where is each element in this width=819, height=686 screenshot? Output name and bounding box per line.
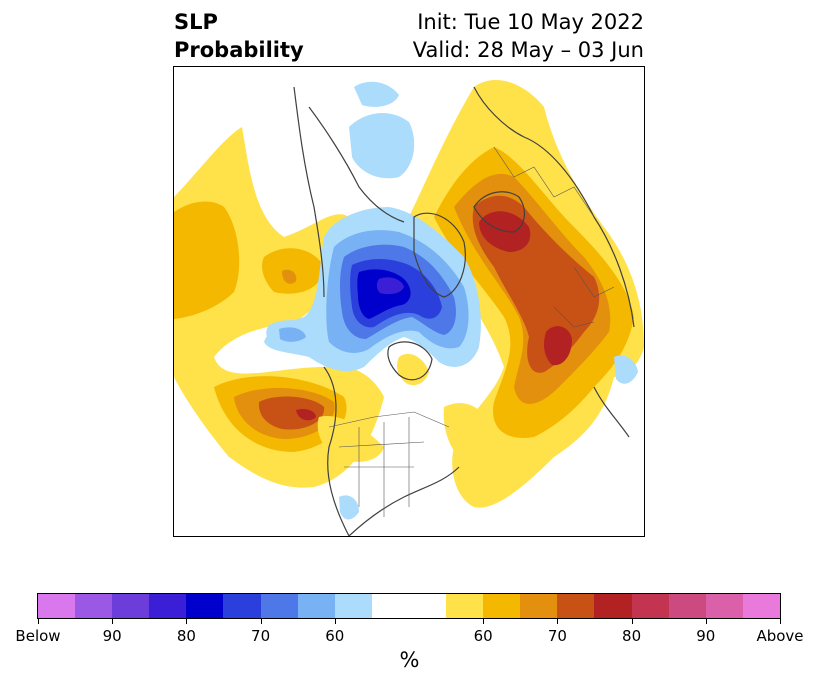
colorbar-tick: [112, 619, 114, 624]
above-65-pacific: [174, 201, 240, 319]
map-canvas: [174, 79, 644, 536]
colorbar-segment: [446, 594, 484, 618]
colorbar-unit: %: [399, 648, 420, 672]
siberia-coast: [308, 106, 405, 223]
colorbar-segment: [594, 594, 632, 618]
above-80-siberia: [544, 326, 572, 366]
colorbar-segment: [483, 594, 521, 618]
colorbar-segment: [297, 594, 335, 618]
us-state-lines: [338, 417, 425, 517]
init-date: Init: Tue 10 May 2022: [417, 10, 644, 34]
colorbar-segment: [223, 594, 261, 618]
above-65-pacific-small: [262, 248, 324, 294]
colorbar-tick: [557, 619, 559, 624]
colorbar-tick-label: 70: [251, 627, 271, 645]
colorbar-tick-label: Above: [756, 627, 804, 645]
colorbar-tick: [705, 619, 707, 624]
colorbar-tick: [780, 619, 781, 624]
colorbar-tick: [631, 619, 633, 624]
north-america-coast: [323, 366, 350, 536]
colorbar-tick: [334, 619, 336, 624]
colorbar-tick: [38, 619, 39, 624]
colorbar-tick-label: 60: [325, 627, 345, 645]
colorbar-segment: [742, 594, 780, 618]
greenland: [413, 212, 466, 298]
map-dates: Init: Tue 10 May 2022 Valid: 28 May – 03…: [413, 8, 644, 64]
colorbar-segment: [371, 594, 447, 618]
russia-borders: [493, 146, 595, 218]
below-65-pacific: [279, 327, 306, 342]
colorbar-segment: [334, 594, 372, 618]
valid-range: Valid: 28 May – 03 Jun: [412, 38, 644, 62]
colorbar-segment: [260, 594, 298, 618]
colorbar-segment: [112, 594, 150, 618]
colorbar-segment: [705, 594, 743, 618]
colorbar-tick-label: 60: [473, 627, 493, 645]
asia-borders: [553, 266, 615, 328]
colorbar-ticks: Below 90 80 70 60 60 70 80 90 Above: [15, 619, 804, 649]
colorbar-tick: [186, 619, 188, 624]
above-60-hudson: [397, 353, 429, 386]
colorbar-tick: [483, 619, 485, 624]
scandinavia: [473, 191, 526, 233]
coastlines: [293, 86, 635, 536]
below-60-nw: [354, 81, 399, 107]
title-metric: Probability: [174, 38, 304, 62]
above-75-aleutian: [258, 396, 325, 430]
borders: [328, 146, 615, 517]
colorbar-tick: [260, 619, 262, 624]
colorbar-segment: [75, 594, 113, 618]
below-60-europe: [614, 355, 638, 384]
colorbar-segment: [668, 594, 706, 618]
colorbar-tick-label: Below: [15, 627, 61, 645]
colorbar: [37, 593, 781, 619]
probability-map: [173, 66, 645, 537]
colorbar-segment: [631, 594, 669, 618]
title-variable: SLP: [174, 10, 218, 34]
colorbar-tick-label: 80: [622, 627, 642, 645]
colorbar-segment: [149, 594, 187, 618]
europe-coast: [593, 386, 630, 438]
below-60-mexico: [339, 495, 359, 520]
colorbar-tick-label: 70: [547, 627, 567, 645]
colorbar-tick-label: 80: [176, 627, 196, 645]
colorbar-segment: [186, 594, 224, 618]
eurasia-coast: [473, 86, 635, 328]
map-title: SLP Probability: [174, 8, 304, 64]
us-canada-border: [328, 411, 450, 428]
colorbar-tick-label: 90: [696, 627, 716, 645]
colorbar-tick-label: 90: [102, 627, 122, 645]
above-60-atlantic: [443, 403, 489, 458]
colorbar-segment: [557, 594, 595, 618]
above-80-aleutian: [296, 408, 316, 421]
colorbar-segment: [520, 594, 558, 618]
above-70-pacific-dot: [282, 269, 297, 284]
below-85-arctic: [376, 277, 404, 295]
alaska: [293, 86, 325, 298]
below-60-greenland: [349, 112, 415, 179]
colorbar-segment: [38, 594, 76, 618]
hudson-bay: [387, 341, 433, 381]
gulf-coast: [348, 466, 460, 536]
